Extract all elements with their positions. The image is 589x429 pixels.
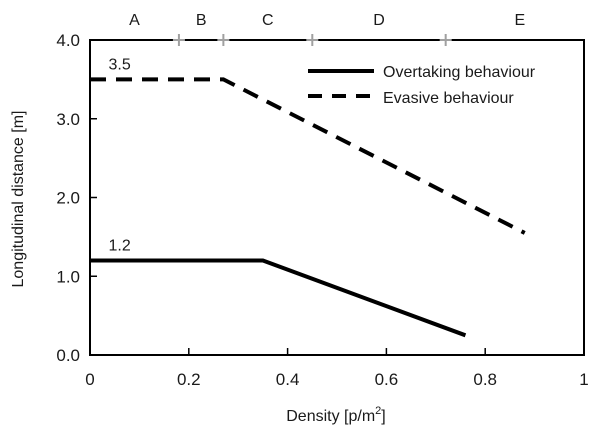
series-line-0: [90, 258, 467, 338]
zones-group: A B C D E: [129, 12, 525, 46]
annotation-label: 1.2: [109, 238, 131, 255]
y-tick-label: 4.0: [56, 31, 80, 50]
legend-label-overtaking: Overtaking behaviour: [383, 64, 536, 81]
series-line-1: [90, 77, 526, 235]
legend: Overtaking behaviour Evasive behaviour: [308, 64, 536, 107]
zone-label-c: C: [262, 12, 274, 29]
x-tick-label: 0.8: [473, 370, 497, 389]
ticks-group: 0 0.2 0.4 0.6 0.8 1 0.0 1.0 2.0 3.0 4.0: [56, 31, 588, 389]
annotation-label: 3.5: [109, 56, 131, 73]
x-tick-label: 0.6: [375, 370, 399, 389]
plot-frame: [89, 39, 585, 356]
y-tick-label: 2.0: [56, 189, 80, 208]
legend-label-evasive: Evasive behaviour: [383, 90, 514, 107]
y-axis-title: Longitudinal distance [m]: [10, 111, 27, 288]
zone-label-b: B: [196, 12, 207, 29]
zone-label-a: A: [129, 12, 140, 29]
plot-frame-group: [89, 39, 585, 356]
x-tick-label: 0: [85, 370, 94, 389]
x-axis-title: Density [p/m2]: [286, 405, 386, 425]
series-group: [90, 77, 526, 338]
y-tick-label: 0.0: [56, 346, 80, 365]
annot-group: 3.5 1.2: [109, 56, 131, 254]
x-tick-label: 0.4: [276, 370, 300, 389]
zone-label-e: E: [514, 12, 525, 29]
x-tick-label: 0.2: [177, 370, 201, 389]
y-tick-label: 3.0: [56, 110, 80, 129]
y-tick-label: 1.0: [56, 267, 80, 286]
x-tick-label: 1: [579, 370, 588, 389]
zone-label-d: D: [373, 12, 385, 29]
